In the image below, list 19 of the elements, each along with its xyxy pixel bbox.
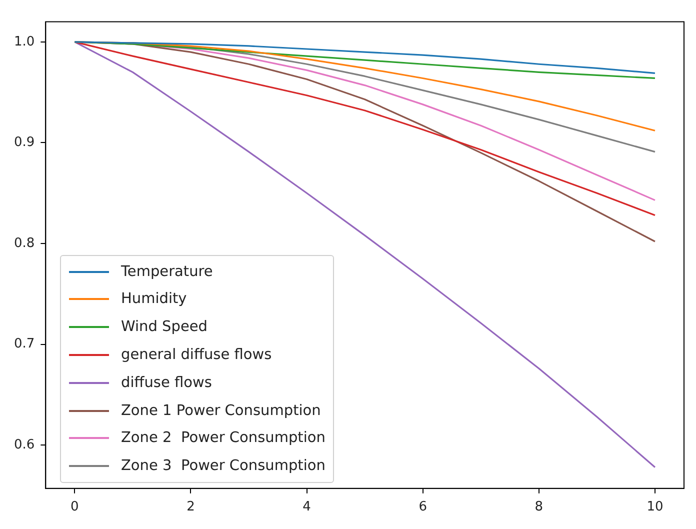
y-tick-label: 0.7: [14, 336, 35, 352]
x-tick-label: 8: [534, 500, 544, 515]
legend-label: Zone 2 Power Consumption: [121, 430, 326, 446]
legend-label: Wind Speed: [121, 319, 208, 336]
legend-label: Zone 1 Power Consumption: [121, 402, 321, 418]
legend-label: Temperature: [121, 264, 213, 280]
y-tick-label: 1.0: [14, 34, 35, 50]
y-tick-label: 0.6: [14, 437, 35, 452]
legend-label: general diffuse flows: [121, 346, 272, 363]
x-tick-label: 2: [186, 500, 195, 515]
x-tick-label: 6: [418, 500, 428, 515]
y-tick-label: 0.8: [14, 236, 35, 251]
x-tick-label: 4: [302, 500, 311, 515]
legend-label: Humidity: [121, 291, 187, 308]
legend-label: Zone 3 Power Consumption: [121, 458, 326, 474]
y-tick-label: 0.9: [14, 135, 35, 150]
legend-label: diffuse flows: [121, 374, 212, 391]
x-tick-label: 10: [646, 500, 664, 515]
x-tick-label: 0: [70, 500, 79, 515]
